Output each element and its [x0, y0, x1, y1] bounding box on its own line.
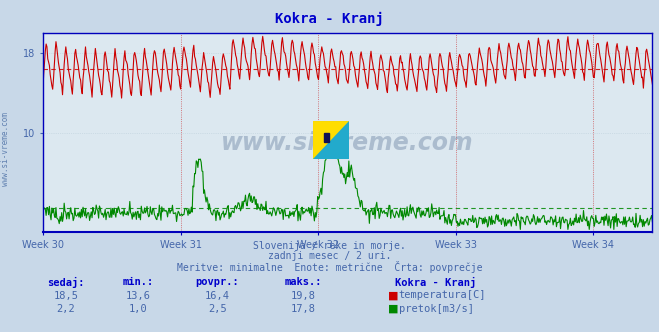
- Text: sedaj:: sedaj:: [47, 277, 84, 288]
- Text: temperatura[C]: temperatura[C]: [399, 290, 486, 300]
- Text: povpr.:: povpr.:: [196, 277, 239, 287]
- Text: Kokra - Kranj: Kokra - Kranj: [275, 12, 384, 26]
- Text: 13,6: 13,6: [126, 290, 151, 300]
- Text: 2,2: 2,2: [57, 304, 75, 314]
- Text: zadnji mesec / 2 uri.: zadnji mesec / 2 uri.: [268, 251, 391, 261]
- Text: Slovenija / reke in morje.: Slovenija / reke in morje.: [253, 241, 406, 251]
- Text: 18,5: 18,5: [53, 290, 78, 300]
- Polygon shape: [313, 121, 349, 159]
- Text: 19,8: 19,8: [291, 290, 316, 300]
- Text: 2,5: 2,5: [208, 304, 227, 314]
- Text: www.si-vreme.com: www.si-vreme.com: [221, 131, 474, 155]
- Text: www.si-vreme.com: www.si-vreme.com: [1, 113, 10, 186]
- Text: Meritve: minimalne  Enote: metrične  Črta: povprečje: Meritve: minimalne Enote: metrične Črta:…: [177, 261, 482, 273]
- Text: ■: ■: [387, 290, 398, 300]
- Text: 17,8: 17,8: [291, 304, 316, 314]
- Polygon shape: [313, 121, 349, 159]
- Text: maks.:: maks.:: [285, 277, 322, 287]
- Text: Kokra - Kranj: Kokra - Kranj: [395, 277, 476, 288]
- Bar: [324, 132, 330, 142]
- Text: ■: ■: [387, 304, 398, 314]
- Text: min.:: min.:: [123, 277, 154, 287]
- Text: 16,4: 16,4: [205, 290, 230, 300]
- Text: 1,0: 1,0: [129, 304, 148, 314]
- Text: pretok[m3/s]: pretok[m3/s]: [399, 304, 474, 314]
